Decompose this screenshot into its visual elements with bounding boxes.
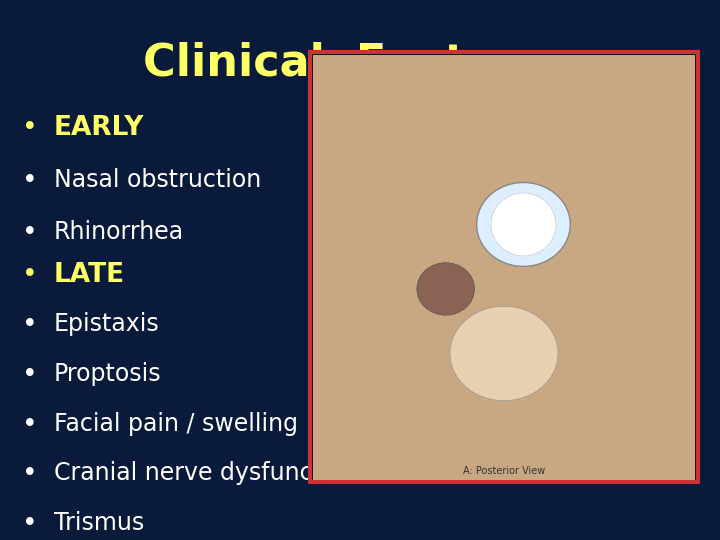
Ellipse shape: [450, 306, 558, 401]
Text: •: •: [22, 511, 37, 537]
Text: Epistaxis: Epistaxis: [54, 312, 160, 336]
Text: •: •: [22, 220, 37, 246]
Text: Rhinorrhea: Rhinorrhea: [54, 220, 184, 244]
Text: Facial pain / swelling: Facial pain / swelling: [54, 411, 298, 436]
Text: •: •: [22, 116, 37, 141]
Text: Trismus: Trismus: [54, 511, 144, 535]
Text: •: •: [22, 262, 37, 288]
Ellipse shape: [417, 263, 474, 315]
Text: Proptosis: Proptosis: [54, 362, 161, 386]
Text: •: •: [22, 462, 37, 488]
Text: •: •: [22, 411, 37, 437]
Text: •: •: [22, 168, 37, 194]
Text: Nasal obstruction: Nasal obstruction: [54, 168, 261, 192]
Bar: [313, 55, 695, 480]
Text: A: Posterior View: A: Posterior View: [463, 466, 545, 476]
Text: LATE: LATE: [54, 262, 125, 288]
Text: EARLY: EARLY: [54, 116, 145, 141]
Text: Cranial nerve dysfunction: Cranial nerve dysfunction: [54, 462, 358, 485]
Bar: [310, 52, 698, 482]
Ellipse shape: [477, 183, 570, 266]
Text: Clinical  Features: Clinical Features: [143, 42, 577, 85]
Text: •: •: [22, 362, 37, 388]
Text: •: •: [22, 312, 37, 338]
Ellipse shape: [491, 193, 556, 256]
